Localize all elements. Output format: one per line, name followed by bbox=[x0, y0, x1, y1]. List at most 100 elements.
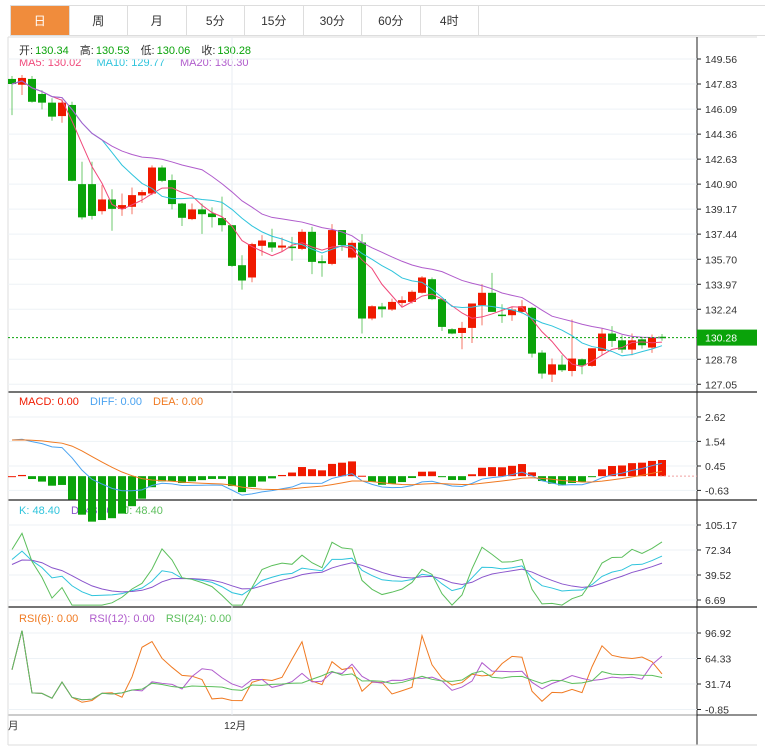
macd-histogram-bar bbox=[138, 476, 146, 499]
tab-2[interactable]: 月 bbox=[128, 6, 187, 35]
macd-histogram-bar bbox=[248, 476, 256, 487]
ma-legend: MA5: 130.02 MA10: 129.77 MA20: 130.30 bbox=[19, 57, 251, 69]
macd-histogram-bar bbox=[28, 476, 36, 480]
rsi24-line bbox=[11, 630, 663, 701]
diff-line bbox=[11, 438, 663, 496]
macd-histogram-bar bbox=[518, 464, 526, 477]
macd-histogram-bar bbox=[38, 476, 46, 482]
candle-up bbox=[58, 102, 66, 117]
macd-histogram-bar bbox=[238, 476, 246, 493]
k-line bbox=[11, 550, 663, 597]
kdj-tick-label: 6.69 bbox=[705, 595, 726, 607]
macd-histogram-bar bbox=[638, 462, 646, 477]
candle-down bbox=[448, 329, 456, 334]
tab-0[interactable]: 日 bbox=[11, 6, 70, 35]
macd-histogram-bar bbox=[408, 476, 416, 479]
macd-legend: MACD: 0.00 DIFF: 0.00 DEA: 0.00 bbox=[19, 396, 205, 408]
candle-up bbox=[298, 231, 306, 249]
price-tick-label: 128.78 bbox=[705, 354, 737, 366]
candle-up bbox=[118, 205, 126, 209]
macd-tick-label: 2.62 bbox=[705, 412, 726, 424]
macd-histogram-bar bbox=[368, 476, 376, 482]
macd-tick-label: -0.63 bbox=[705, 485, 729, 497]
macd-histogram-bar bbox=[178, 476, 186, 484]
tab-7[interactable]: 4时 bbox=[421, 6, 479, 35]
candle-up bbox=[518, 306, 526, 312]
rsi12-value: RSI(12): 0.00 bbox=[89, 613, 155, 625]
macd-histogram-bar bbox=[508, 465, 516, 477]
tab-6[interactable]: 60分 bbox=[362, 6, 421, 35]
candle-up bbox=[458, 327, 466, 333]
rsi-tick-label: 96.92 bbox=[705, 628, 731, 640]
macd-histogram-bar bbox=[18, 474, 26, 477]
candle-down bbox=[528, 307, 536, 354]
open-label: 开: bbox=[19, 45, 34, 57]
ma20-value: MA20: 130.30 bbox=[180, 57, 249, 69]
d-line bbox=[11, 559, 663, 593]
macd-histogram-bar bbox=[268, 476, 276, 479]
candle-down bbox=[308, 231, 316, 262]
macd-histogram-bar bbox=[478, 467, 486, 477]
candle-up bbox=[568, 358, 576, 371]
macd-histogram-bar bbox=[328, 463, 336, 477]
candle-down bbox=[218, 218, 226, 226]
candle-down bbox=[208, 213, 216, 218]
price-tick-label: 147.83 bbox=[705, 79, 737, 91]
diff-value: DIFF: 0.00 bbox=[89, 396, 142, 408]
macd-histogram-bar bbox=[278, 474, 286, 477]
macd-histogram-bar bbox=[428, 471, 436, 477]
candle-down bbox=[558, 364, 566, 371]
macd-histogram-bar bbox=[198, 476, 206, 481]
rsi24-value: RSI(24): 0.00 bbox=[165, 613, 232, 625]
rsi-tick-label: 64.33 bbox=[705, 653, 731, 665]
rsi-legend: RSI(6): 0.00 RSI(12): 0.00 RSI(24): 0.00 bbox=[19, 613, 233, 625]
candle-down bbox=[78, 184, 86, 218]
candle-down bbox=[438, 299, 446, 327]
candle-down bbox=[338, 230, 346, 246]
macd-tick-label: 0.45 bbox=[705, 461, 726, 473]
macd-histogram-bar bbox=[208, 476, 216, 479]
tab-4[interactable]: 15分 bbox=[245, 6, 304, 35]
candle-down bbox=[498, 314, 506, 317]
candle-down bbox=[38, 93, 46, 103]
macd-histogram-bar bbox=[458, 476, 466, 481]
macd-histogram-bar bbox=[598, 469, 606, 477]
candle-down bbox=[288, 246, 296, 249]
tab-1[interactable]: 周 bbox=[70, 6, 128, 35]
j-value: J: 48.40 bbox=[123, 505, 163, 517]
tab-3[interactable]: 5分 bbox=[187, 6, 245, 35]
candle-down bbox=[378, 306, 386, 310]
candle-up bbox=[188, 209, 196, 220]
macd-histogram-bar bbox=[338, 462, 346, 477]
candle-down bbox=[618, 340, 626, 350]
macd-histogram-bar bbox=[378, 476, 386, 485]
dea-value: DEA: 0.00 bbox=[153, 396, 204, 408]
price-tick-label: 149.56 bbox=[705, 54, 737, 66]
price-tick-label: 139.17 bbox=[705, 204, 737, 216]
low-label: 低: bbox=[140, 45, 155, 57]
macd-histogram-bar bbox=[228, 476, 236, 487]
candle-down bbox=[198, 209, 206, 215]
macd-histogram-bar bbox=[568, 476, 576, 483]
candle-down bbox=[48, 102, 56, 117]
price-tick-label: 133.97 bbox=[705, 279, 737, 291]
candle-down bbox=[538, 352, 546, 374]
candle-down bbox=[28, 78, 36, 102]
macd-histogram-bar bbox=[488, 467, 496, 477]
candle-up bbox=[468, 303, 476, 328]
kdj-legend: K: 48.40 D: 48.40 J: 48.40 bbox=[19, 505, 165, 517]
open-value: 130.34 bbox=[35, 45, 69, 57]
macd-histogram-bar bbox=[308, 469, 316, 477]
candle-down bbox=[488, 292, 496, 312]
macd-histogram-bar bbox=[418, 471, 426, 477]
current-price-label: 130.28 bbox=[705, 333, 737, 345]
close-label: 收: bbox=[201, 45, 216, 57]
candle-up bbox=[598, 333, 606, 351]
macd-histogram-bar bbox=[48, 476, 56, 486]
price-tick-label: 137.44 bbox=[705, 229, 737, 241]
tab-5[interactable]: 30分 bbox=[304, 6, 362, 35]
candle-down bbox=[178, 203, 186, 218]
macd-histogram-bar bbox=[468, 474, 476, 477]
macd-histogram-bar bbox=[448, 476, 456, 480]
